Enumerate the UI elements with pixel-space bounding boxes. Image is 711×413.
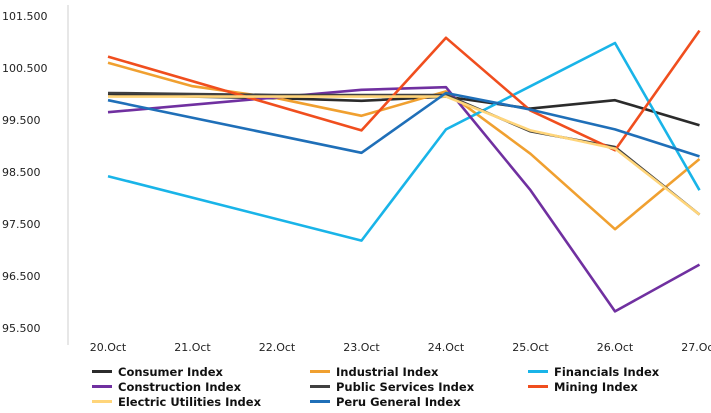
series-line-industrial-index bbox=[107, 61, 701, 231]
legend-label: Consumer Index bbox=[118, 364, 223, 379]
x-tick-label: 20.Oct bbox=[90, 341, 127, 354]
legend-item: Construction Index bbox=[92, 379, 310, 394]
series-line-electric-utilities-index bbox=[108, 95, 701, 216]
legend-label: Construction Index bbox=[118, 379, 241, 394]
legend-swatch bbox=[528, 370, 548, 373]
legend-item: Mining Index bbox=[528, 379, 711, 394]
legend-swatch bbox=[92, 370, 112, 373]
legend-swatch bbox=[310, 370, 330, 373]
series-lines bbox=[107, 29, 701, 313]
legend-swatch bbox=[528, 385, 548, 388]
legend-item: Peru General Index bbox=[310, 394, 528, 409]
legend-label: Mining Index bbox=[554, 379, 638, 394]
legend-swatch bbox=[310, 400, 330, 403]
legend-label: Industrial Index bbox=[336, 364, 439, 379]
legend-swatch bbox=[310, 385, 330, 388]
legend-swatch bbox=[92, 385, 112, 388]
x-tick-label: 24.Oct bbox=[428, 341, 465, 354]
y-tick-label: 95.500 bbox=[2, 322, 41, 335]
series-line-mining-index bbox=[107, 29, 701, 152]
legend-item: Consumer Index bbox=[92, 364, 310, 379]
y-tick-label: 100.500 bbox=[2, 62, 48, 75]
legend-item: Public Services Index bbox=[310, 379, 528, 394]
legend-label: Electric Utilities Index bbox=[118, 394, 262, 409]
y-tick-label: 97.500 bbox=[2, 218, 41, 231]
x-tick-label: 25.Oct bbox=[512, 341, 549, 354]
legend-swatch bbox=[92, 400, 112, 403]
series-line-consumer-index bbox=[107, 92, 700, 127]
y-tick-label: 99.500 bbox=[2, 114, 41, 127]
x-tick-label: 27.Oct bbox=[681, 341, 711, 354]
legend-item: Industrial Index bbox=[310, 364, 528, 379]
legend: Consumer Index Industrial Index Financials… bbox=[92, 364, 711, 409]
series-line-construction-index bbox=[107, 85, 701, 313]
x-tick-label: 23.Oct bbox=[343, 341, 380, 354]
series-line-peru-general-index bbox=[107, 91, 700, 158]
y-tick-label: 98.500 bbox=[2, 166, 41, 179]
x-tick-label: 22.Oct bbox=[259, 341, 296, 354]
legend-label: Financials Index bbox=[554, 364, 660, 379]
legend-item: Electric Utilities Index bbox=[92, 394, 310, 409]
series-line-public-services-index bbox=[107, 91, 701, 216]
y-axis-ticks: 101.500 100.500 99.500 98.500 97.500 96.500 95… bbox=[2, 10, 48, 335]
y-tick-label: 101.500 bbox=[2, 10, 48, 23]
series-line-financials-index bbox=[107, 41, 701, 242]
x-axis-ticks: 20.Oct 21.Oct 22.Oct 23.Oct 24.Oct 25.Oct 26.O… bbox=[90, 341, 711, 354]
legend-item: Financials Index bbox=[528, 364, 711, 379]
x-tick-label: 21.Oct bbox=[174, 341, 211, 354]
y-tick-label: 96.500 bbox=[2, 270, 41, 283]
legend-label: Public Services Index bbox=[336, 379, 475, 394]
x-tick-label: 26.Oct bbox=[597, 341, 634, 354]
legend-label: Peru General Index bbox=[336, 394, 461, 409]
